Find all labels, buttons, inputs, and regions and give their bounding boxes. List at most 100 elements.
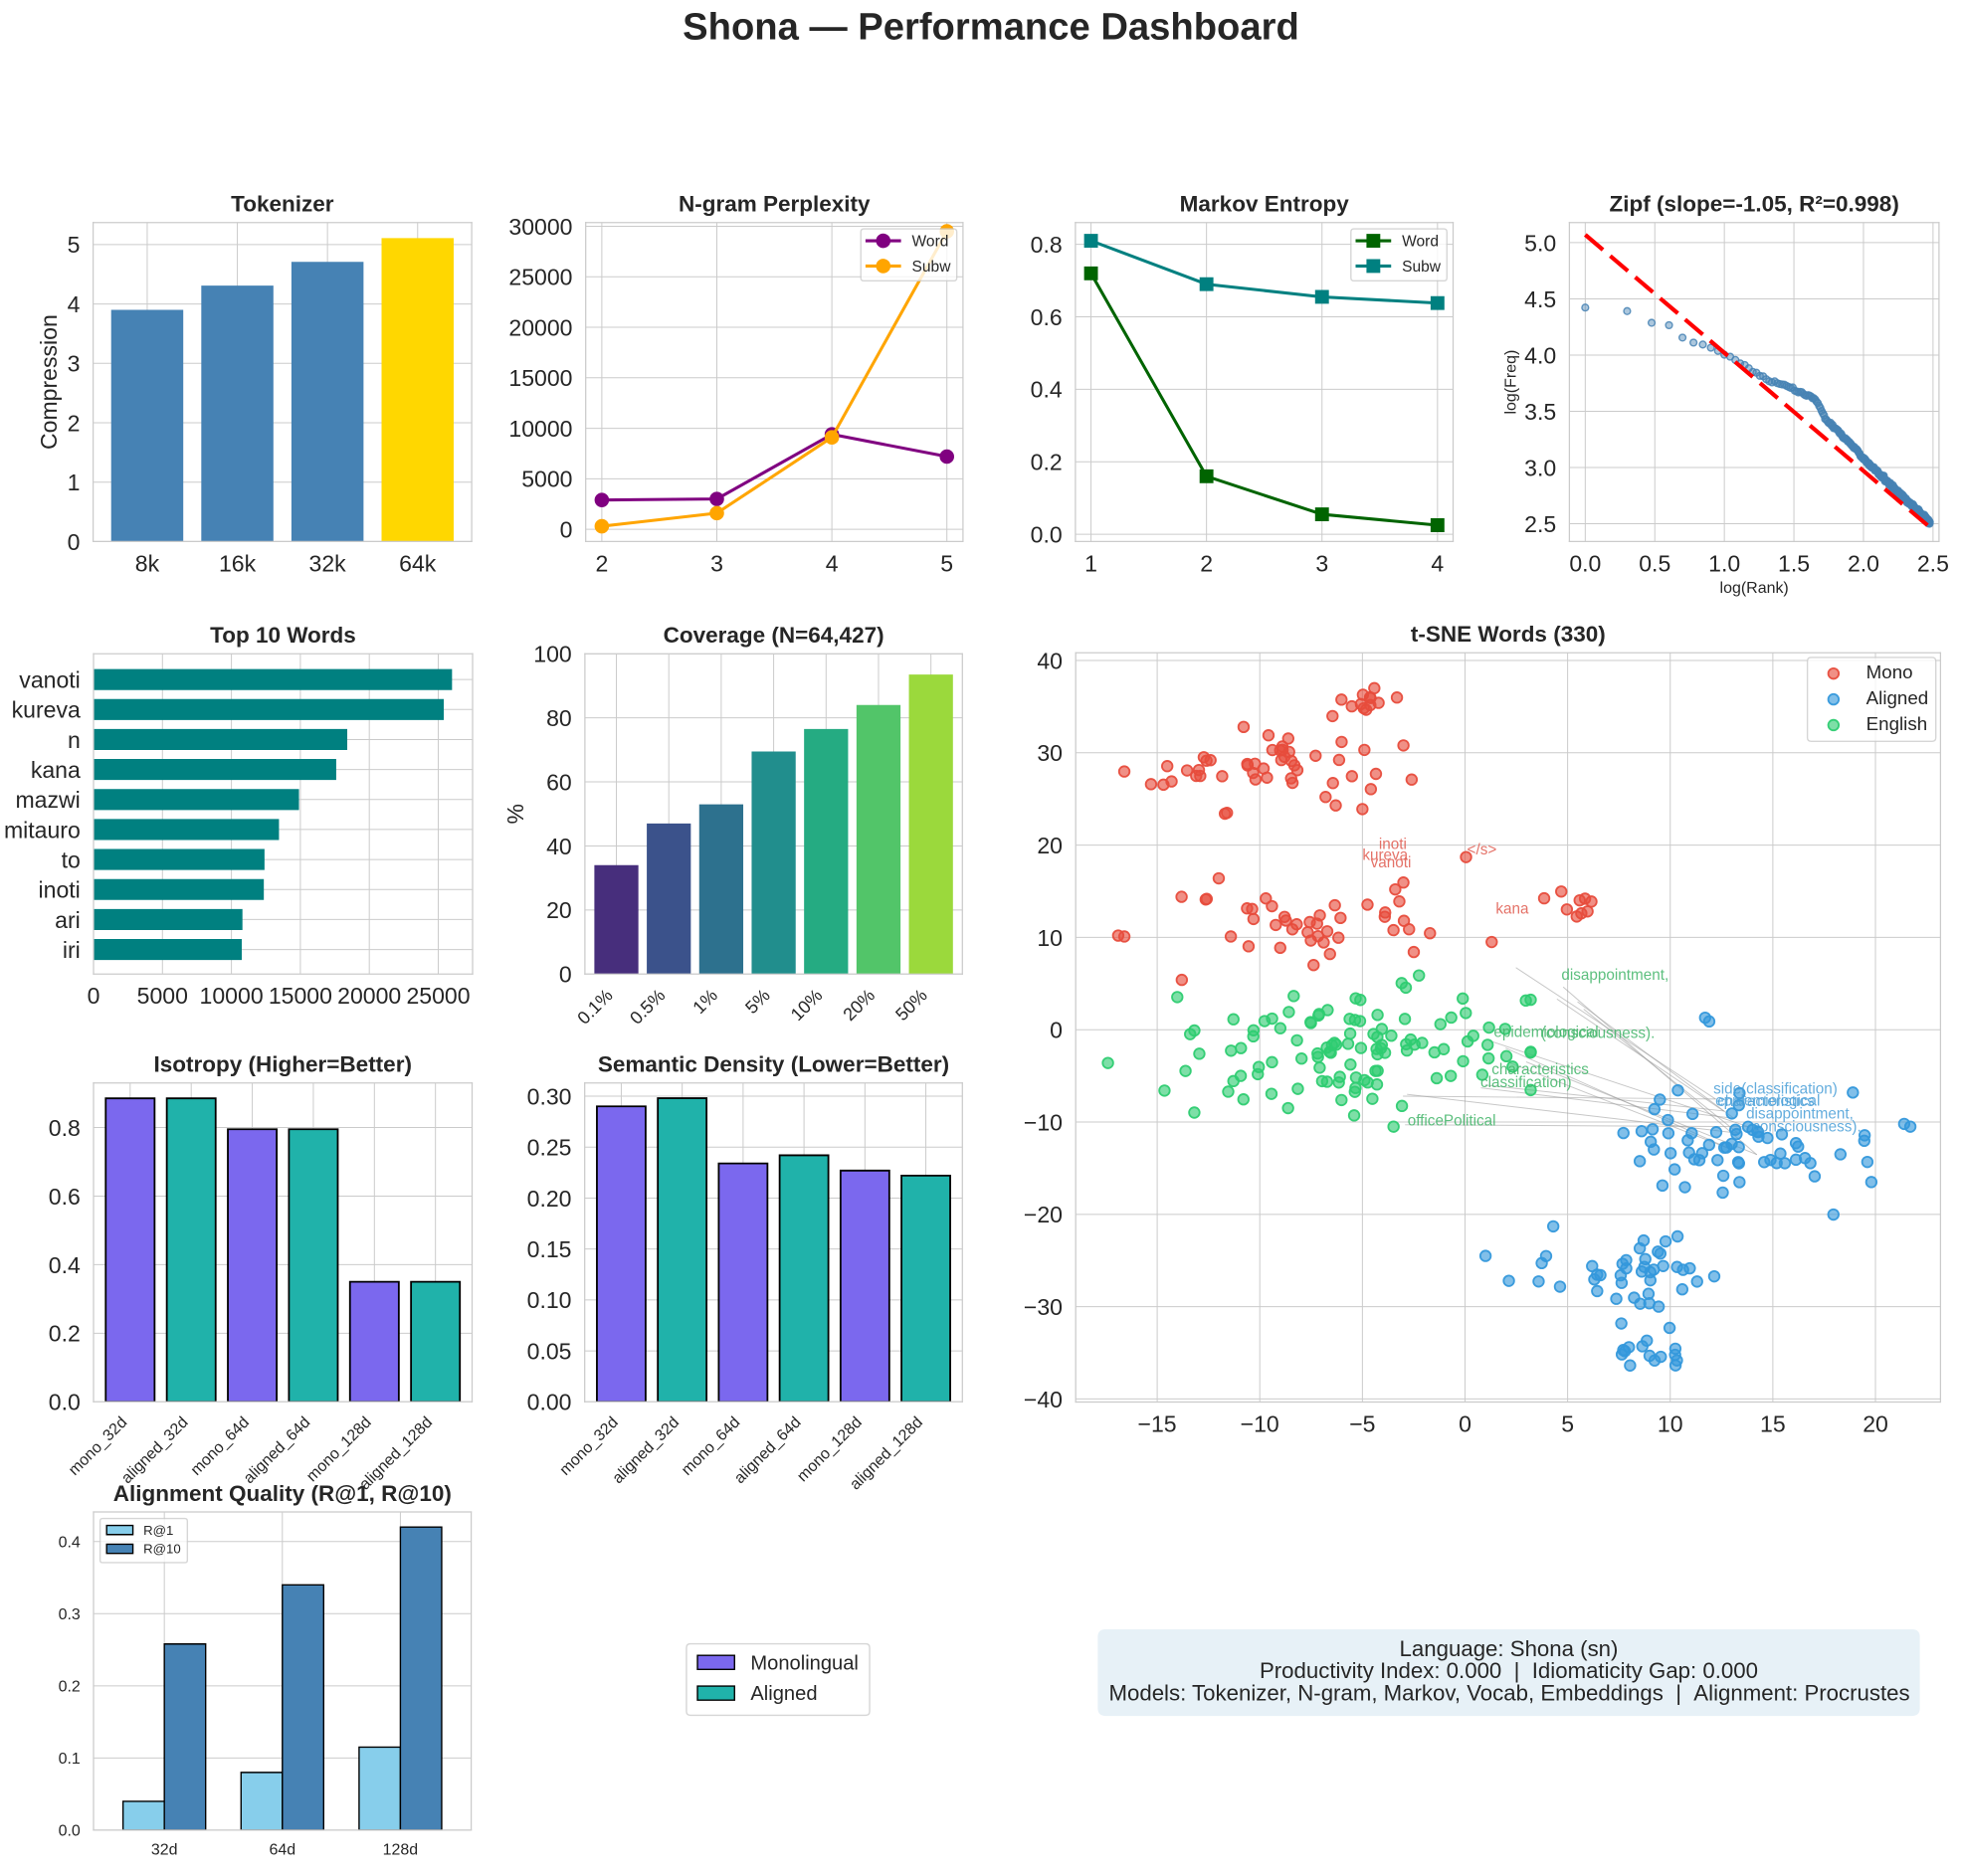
svg-text:Alignment Quality (R@1, R@10): Alignment Quality (R@1, R@10) [113,1481,452,1506]
svg-text:Mono: Mono [1866,661,1913,682]
svg-text:5: 5 [940,550,953,576]
svg-text:0.0: 0.0 [1569,550,1601,576]
svg-text:0.2: 0.2 [1031,450,1063,475]
svg-text:10000: 10000 [508,416,572,442]
svg-text:vanoti: vanoti [19,666,81,692]
svg-text:128d: 128d [383,1842,419,1859]
svg-text:0.05: 0.05 [527,1338,572,1364]
svg-text:Semantic Density (Lower=Better: Semantic Density (Lower=Better) [598,1052,949,1077]
svg-text:Top 10 Words: Top 10 Words [210,623,356,648]
svg-text:epidemiological: epidemiological [1715,1092,1820,1109]
svg-text:5000: 5000 [137,983,188,1009]
svg-text:0.4: 0.4 [1031,377,1063,403]
svg-text:5.0: 5.0 [1524,230,1556,256]
svg-text:R@10: R@10 [143,1542,181,1557]
svg-text:10: 10 [1037,925,1063,951]
svg-text:Coverage (N=64,427): Coverage (N=64,427) [664,623,884,648]
svg-text:0.6: 0.6 [49,1184,81,1210]
svg-text:2.5: 2.5 [1524,511,1556,537]
svg-text:0.30: 0.30 [527,1083,572,1109]
svg-text:3: 3 [1315,550,1328,576]
svg-text:consciousness).: consciousness). [1752,1118,1861,1135]
svg-text:0: 0 [88,983,100,1009]
svg-text:−10: −10 [1024,1109,1063,1135]
svg-text:0.20: 0.20 [527,1186,572,1212]
svg-text:2: 2 [68,410,81,436]
svg-text:vanoti: vanoti [1371,854,1412,871]
svg-text:−15: −15 [1138,1410,1177,1436]
svg-text:Subw: Subw [1402,259,1442,276]
svg-text:1.5: 1.5 [1778,550,1810,576]
svg-text:English: English [1866,713,1928,734]
svg-text:kureva: kureva [1362,846,1408,863]
svg-text:R@1: R@1 [143,1523,173,1538]
svg-text:Subw: Subw [912,259,952,276]
svg-text:−30: −30 [1024,1294,1063,1320]
svg-text:2: 2 [1200,550,1213,576]
svg-text:Productivity Index: 0.000 |: Productivity Index: 0.000 | Idiomaticity… [1260,1658,1758,1683]
svg-text:30: 30 [1037,740,1063,766]
svg-text:0.2: 0.2 [59,1679,81,1696]
svg-text:Aligned: Aligned [1866,687,1929,708]
svg-text:5: 5 [68,232,81,258]
svg-text:15: 15 [1760,1410,1786,1436]
svg-text:to: to [62,846,81,872]
svg-text:0.0: 0.0 [1031,521,1063,547]
svg-text:ari: ari [55,907,81,933]
svg-text:20: 20 [546,897,572,923]
svg-text:disappointment,: disappointment, [1561,967,1668,984]
svg-text:Models: Tokenizer, N-gram, Mar: Models: Tokenizer, N-gram, Markov, Vocab… [1108,1680,1909,1705]
svg-text:2.0: 2.0 [1848,550,1879,576]
svg-text:−20: −20 [1024,1202,1063,1227]
svg-text:15000: 15000 [508,365,572,391]
svg-text:5: 5 [1561,1410,1574,1436]
svg-text:characteristics: characteristics [1491,1061,1589,1078]
svg-text:5000: 5000 [521,467,572,492]
svg-text:0.00: 0.00 [527,1390,572,1415]
svg-text:10000: 10000 [200,983,264,1009]
svg-text:8k: 8k [135,550,160,576]
svg-text:Word: Word [1402,234,1439,251]
svg-text:40: 40 [546,834,572,859]
svg-text:0: 0 [559,962,572,988]
svg-text:mazwi: mazwi [15,787,80,813]
svg-text:16k: 16k [219,550,257,576]
svg-text:3: 3 [710,550,723,576]
svg-text:0: 0 [68,529,81,555]
svg-text:32k: 32k [309,550,347,576]
svg-text:10: 10 [1658,1410,1683,1436]
svg-text:4: 4 [826,550,839,576]
svg-text:25000: 25000 [406,983,470,1009]
svg-text:0.1: 0.1 [59,1751,81,1768]
svg-text:log(Rank): log(Rank) [1720,580,1789,597]
svg-text:25000: 25000 [508,265,572,290]
svg-text:20: 20 [1037,833,1063,858]
svg-text:64d: 64d [269,1842,295,1859]
svg-text:officePolitical: officePolitical [1408,1113,1496,1130]
svg-text:(consciousness).: (consciousness). [1541,1026,1656,1042]
svg-text:15000: 15000 [269,983,332,1009]
svg-text:kana: kana [1495,900,1529,917]
svg-text:0.25: 0.25 [527,1135,572,1161]
svg-text:0.10: 0.10 [527,1287,572,1313]
svg-text:2: 2 [595,550,608,576]
svg-text:epidemiological: epidemiological [1493,1025,1598,1041]
svg-text:64k: 64k [399,550,437,576]
svg-text:0.3: 0.3 [59,1606,81,1623]
svg-text:0.6: 0.6 [1031,304,1063,330]
svg-text:0: 0 [1459,1410,1471,1436]
svg-text:0.8: 0.8 [1031,232,1063,258]
svg-text:80: 80 [546,705,572,731]
svg-text:Tokenizer: Tokenizer [231,192,334,217]
svg-text:1.0: 1.0 [1708,550,1740,576]
svg-text:Compression: Compression [36,314,62,450]
svg-text:60: 60 [546,769,572,795]
svg-text:1: 1 [1084,550,1097,576]
svg-text:3.5: 3.5 [1524,399,1556,425]
svg-text:0.4: 0.4 [49,1252,81,1278]
svg-text:0.15: 0.15 [527,1236,572,1262]
svg-text:%: % [502,804,528,825]
svg-text:0.5: 0.5 [1639,550,1670,576]
svg-text:100: 100 [533,642,571,667]
svg-text:kureva: kureva [12,697,81,723]
